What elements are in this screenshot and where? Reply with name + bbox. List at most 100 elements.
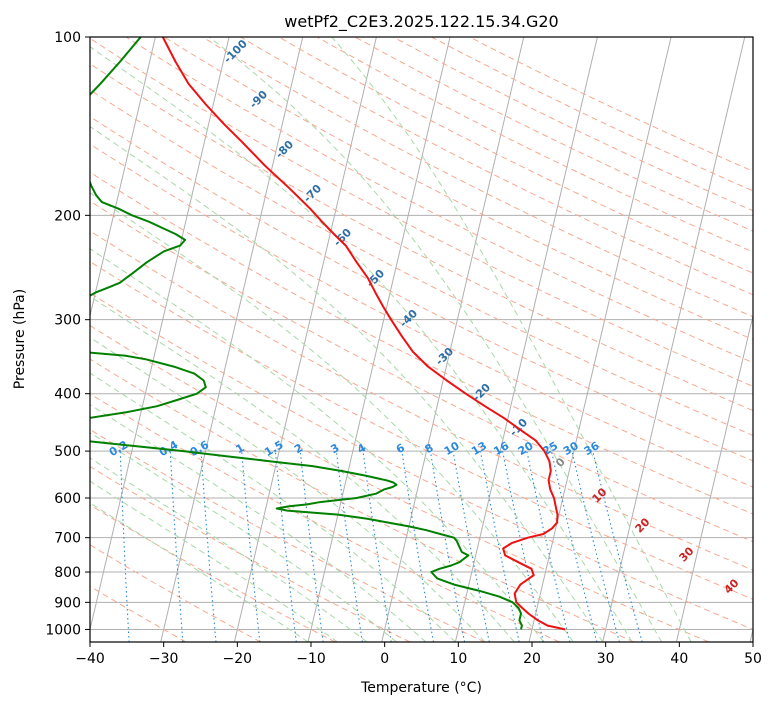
mixing-ratio-label: 2 [292, 441, 305, 456]
mixing-ratio-line [241, 451, 261, 642]
x-axis-title: Temperature (°C) [360, 680, 482, 696]
dry-adiabat-line [90, 260, 753, 600]
dry-adiabat-line [90, 544, 261, 642]
y-tick-label: 700 [54, 531, 81, 547]
dry-adiabat-line [90, 89, 753, 437]
moist-adiabat-label: 30 [677, 544, 697, 564]
dry-adiabat-line [90, 143, 753, 488]
y-tick-label: 200 [54, 208, 81, 224]
dry-adiabat-line [163, 37, 753, 341]
mixing-ratio-label: 10 [442, 439, 462, 458]
x-tick-label: 10 [449, 651, 467, 667]
x-tick-label: −40 [75, 651, 105, 667]
dry-adiabat-line [90, 465, 411, 642]
x-tick-label: −20 [223, 651, 253, 667]
x-tick-label: 0 [380, 651, 389, 667]
moist-adiabat-line [90, 372, 456, 642]
mixing-ratio-line [335, 451, 363, 642]
mixing-ratio-line [200, 451, 217, 642]
mixing-ratio-label: 16 [491, 439, 511, 458]
mixing-ratio-label: 20 [516, 439, 536, 458]
x-tick-label: −30 [149, 651, 179, 667]
moist-adiabat-line [90, 125, 604, 642]
y-tick-label: 300 [54, 313, 81, 329]
mixing-ratio-line [592, 450, 643, 642]
isopleth-labels: -100-90-80-70-60-50-40-30-20-100.2 0.4 0.6… [107, 37, 742, 597]
isotherm-line [90, 37, 230, 632]
y-tick-label: 500 [54, 444, 81, 460]
isotherm-line [307, 37, 451, 642]
dry-adiabat-line [354, 37, 753, 232]
dry-adiabat-label: -100 [221, 37, 250, 66]
dry-adiabat-line [90, 393, 560, 642]
y-tick-label: 800 [54, 565, 81, 581]
moist-adiabat-line [90, 336, 486, 642]
moist-adiabat-label: 10 [590, 485, 610, 505]
dry-adiabat-label: -90 [247, 88, 270, 111]
x-tick-label: 40 [670, 651, 688, 667]
dry-adiabat-line [90, 324, 709, 642]
dry-adiabat-label: -60 [331, 226, 354, 249]
dry-adiabat-line [90, 358, 635, 642]
moist-adiabat-line [90, 480, 338, 642]
x-tick-label: −10 [296, 651, 326, 667]
chart-title: wetPf2_C2E3.2025.122.15.34.G20 [284, 12, 558, 32]
y-tick-label: 400 [54, 387, 81, 403]
mixing-ratio-line [502, 450, 544, 642]
isotherm-line [675, 313, 753, 642]
isotherm-line [160, 37, 304, 642]
y-tick-label: 1000 [45, 622, 81, 638]
isotherm-line [0, 37, 8, 642]
dry-adiabat-line [239, 37, 753, 296]
background-lines [0, 37, 753, 642]
dry-adiabat-line [90, 171, 753, 515]
dry-adiabat-line [90, 37, 753, 387]
dry-adiabat-label: -70 [301, 182, 324, 205]
mixing-ratio-line [550, 450, 598, 642]
mixing-ratio-line [571, 450, 620, 642]
moist-adiabat-label: 20 [633, 515, 653, 535]
dry-adiabat-line [392, 37, 753, 212]
moist-adiabat-line [90, 502, 309, 642]
x-axis: −40 −30 −20 −10 0 10 20 30 40 50 [75, 642, 762, 667]
dry-adiabat-line [90, 116, 753, 462]
dry-adiabat-line [90, 230, 753, 571]
temperature-profile-line [161, 37, 566, 631]
dry-adiabat-line [90, 428, 485, 642]
plot-frame [89, 36, 754, 643]
mixing-ratio-label: 1 [234, 441, 247, 456]
dry-adiabat-line [468, 37, 753, 172]
mixing-ratio-label: 6 [394, 441, 407, 456]
mixing-ratio-label: 3 [328, 441, 341, 456]
moist-adiabat-line [90, 295, 515, 642]
dry-adiabat-line [90, 504, 336, 642]
dry-adiabat-line [90, 63, 753, 412]
mixing-ratio-label: 30 [561, 439, 581, 458]
isotherm-line [602, 37, 746, 642]
moist-adiabat-line [208, 37, 663, 642]
mixing-ratio-line [119, 451, 130, 642]
dry-adiabat-line [125, 37, 753, 364]
y-axis-title: Pressure (hPa) [12, 289, 28, 389]
x-tick-label: 50 [744, 651, 762, 667]
y-tick-label: 100 [54, 30, 81, 46]
dry-adiabat-label: -80 [273, 138, 296, 161]
x-tick-label: 20 [523, 651, 541, 667]
isotherm-line [233, 37, 377, 642]
dry-adiabat-line [90, 292, 753, 630]
mixing-ratio-line [169, 451, 184, 642]
moist-adiabat-label: 40 [722, 576, 742, 596]
dry-adiabat-line [430, 37, 753, 192]
x-tick-label: 30 [597, 651, 615, 667]
mixing-ratio-label: 13 [469, 439, 489, 458]
moist-adiabat-line [90, 46, 633, 642]
mixing-ratio-label: 0.2 [107, 438, 130, 459]
moist-adiabat-line [90, 192, 574, 642]
mixing-ratio-line [274, 451, 297, 642]
dry-adiabat-label: -20 [470, 381, 493, 404]
moist-adiabat-line [331, 37, 692, 642]
y-tick-label: 900 [54, 595, 81, 611]
mixing-ratio-line [429, 451, 466, 642]
isotherm-line [90, 37, 156, 318]
isotherm-line [528, 37, 672, 642]
